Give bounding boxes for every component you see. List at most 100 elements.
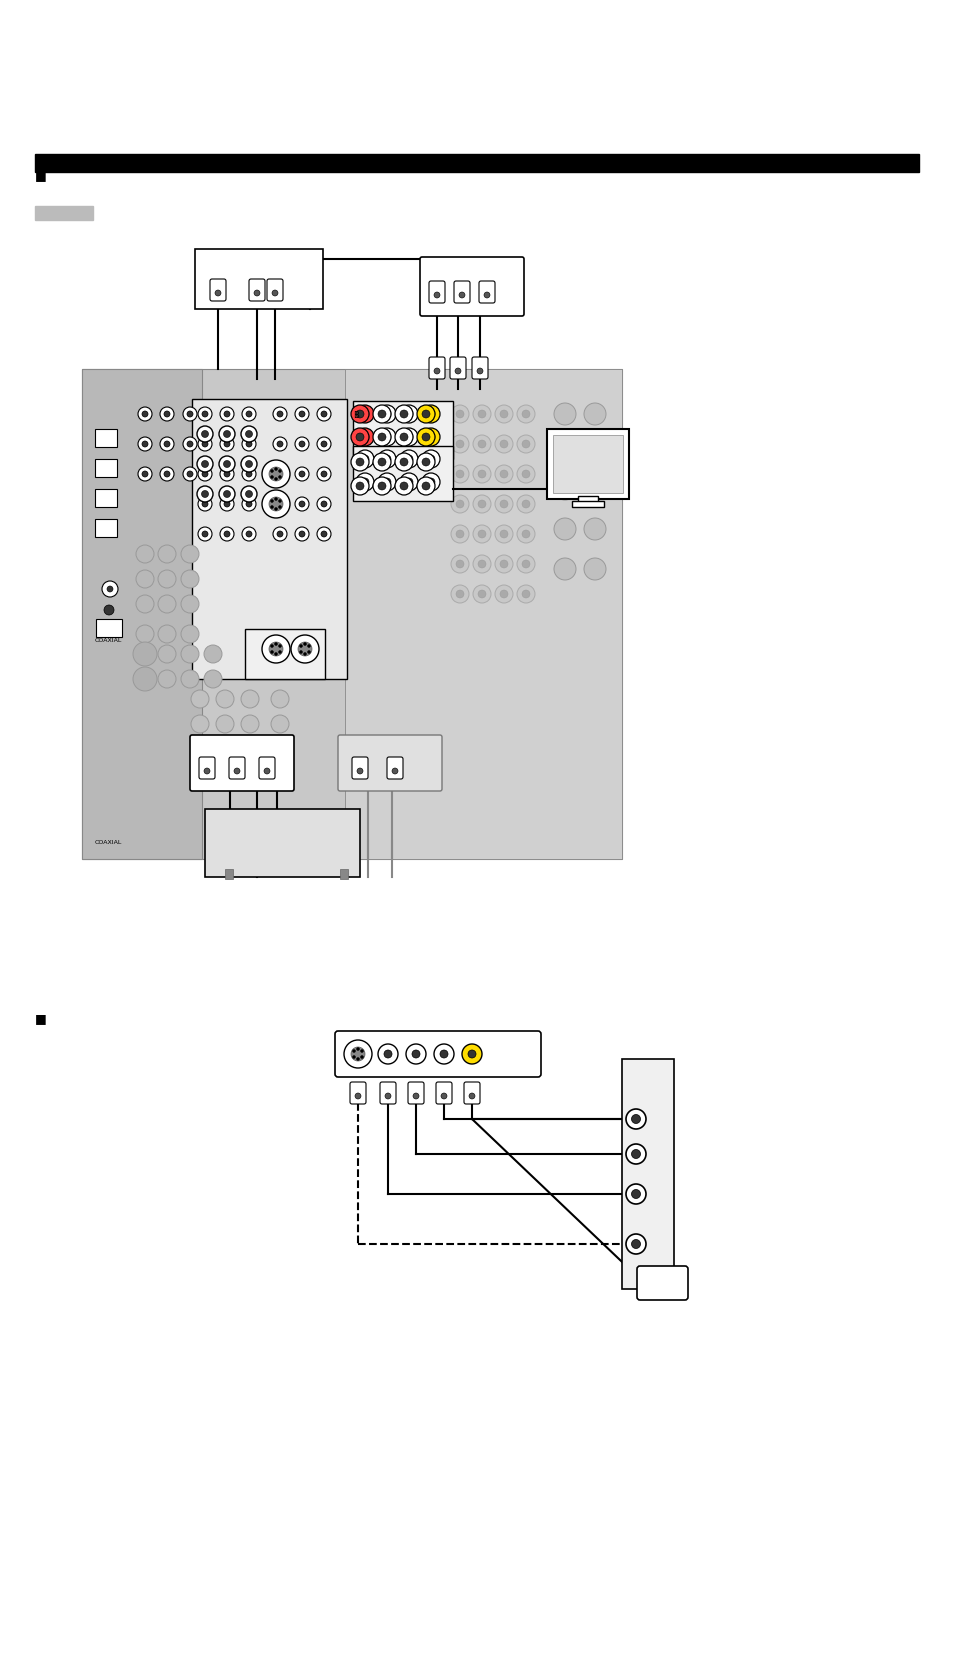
Circle shape (554, 404, 576, 425)
Circle shape (405, 410, 413, 419)
Circle shape (138, 468, 152, 482)
Circle shape (253, 291, 260, 296)
Circle shape (298, 472, 305, 478)
FancyBboxPatch shape (337, 735, 441, 791)
Circle shape (224, 412, 230, 417)
FancyBboxPatch shape (352, 758, 368, 780)
Circle shape (521, 591, 530, 599)
Bar (95, 460, 117, 478)
Circle shape (355, 473, 374, 492)
Bar (546, 430, 628, 500)
Circle shape (132, 667, 157, 692)
FancyBboxPatch shape (350, 1082, 366, 1104)
Circle shape (355, 405, 374, 424)
Circle shape (360, 434, 369, 442)
FancyBboxPatch shape (472, 357, 488, 379)
Circle shape (303, 644, 306, 645)
Circle shape (473, 435, 491, 453)
Circle shape (355, 410, 364, 419)
Circle shape (521, 470, 530, 478)
Circle shape (246, 501, 252, 508)
Circle shape (187, 442, 193, 449)
Circle shape (451, 435, 469, 453)
Bar (192, 401, 347, 680)
Circle shape (132, 642, 157, 667)
Circle shape (269, 642, 283, 657)
Circle shape (477, 501, 485, 508)
Circle shape (421, 429, 439, 447)
Circle shape (223, 492, 231, 498)
FancyBboxPatch shape (199, 758, 214, 780)
Circle shape (355, 434, 364, 442)
Circle shape (405, 455, 413, 463)
Circle shape (136, 546, 153, 564)
Circle shape (294, 407, 309, 422)
Circle shape (583, 439, 605, 460)
Circle shape (271, 506, 274, 510)
Circle shape (278, 645, 281, 649)
Circle shape (473, 556, 491, 574)
Text: COAXIAL: COAXIAL (95, 637, 122, 642)
Circle shape (434, 1044, 454, 1064)
Circle shape (246, 412, 252, 417)
Circle shape (360, 410, 369, 419)
Circle shape (517, 586, 535, 604)
Circle shape (499, 561, 507, 569)
Circle shape (399, 458, 408, 467)
FancyBboxPatch shape (249, 280, 265, 301)
Circle shape (136, 596, 153, 614)
Circle shape (183, 407, 196, 422)
Circle shape (477, 470, 485, 478)
Circle shape (219, 487, 234, 503)
Circle shape (517, 556, 535, 574)
Circle shape (201, 432, 209, 439)
Circle shape (355, 1094, 360, 1099)
Circle shape (495, 526, 513, 544)
Bar (578, 496, 598, 505)
Circle shape (142, 472, 148, 478)
Circle shape (351, 478, 369, 496)
Circle shape (352, 1056, 355, 1059)
Circle shape (421, 483, 430, 490)
Circle shape (242, 437, 255, 452)
Circle shape (356, 768, 363, 775)
Circle shape (360, 1049, 363, 1053)
Circle shape (158, 596, 175, 614)
Circle shape (164, 472, 170, 478)
Circle shape (198, 407, 212, 422)
Bar (35, 207, 92, 220)
Bar (194, 250, 323, 309)
Circle shape (181, 645, 199, 664)
Circle shape (264, 768, 270, 775)
Circle shape (456, 440, 463, 449)
Bar (95, 490, 117, 508)
Text: COAXIAL: COAXIAL (95, 839, 122, 844)
Circle shape (202, 531, 208, 538)
Circle shape (473, 496, 491, 513)
Circle shape (271, 500, 274, 503)
Bar (95, 430, 117, 449)
Circle shape (499, 531, 507, 538)
Circle shape (382, 410, 391, 419)
Circle shape (392, 768, 397, 775)
Circle shape (344, 1041, 372, 1069)
Circle shape (495, 586, 513, 604)
Circle shape (187, 472, 193, 478)
Circle shape (395, 429, 413, 447)
Circle shape (421, 434, 430, 442)
Circle shape (298, 412, 305, 417)
Circle shape (355, 429, 374, 447)
Circle shape (276, 531, 283, 538)
Circle shape (294, 528, 309, 541)
Circle shape (451, 586, 469, 604)
FancyBboxPatch shape (436, 1082, 452, 1104)
Circle shape (583, 478, 605, 501)
Circle shape (219, 457, 234, 473)
Circle shape (294, 437, 309, 452)
Bar (572, 501, 603, 508)
Circle shape (271, 645, 274, 649)
Circle shape (356, 1048, 359, 1051)
Circle shape (274, 644, 277, 645)
Circle shape (245, 432, 253, 439)
Circle shape (271, 650, 274, 654)
